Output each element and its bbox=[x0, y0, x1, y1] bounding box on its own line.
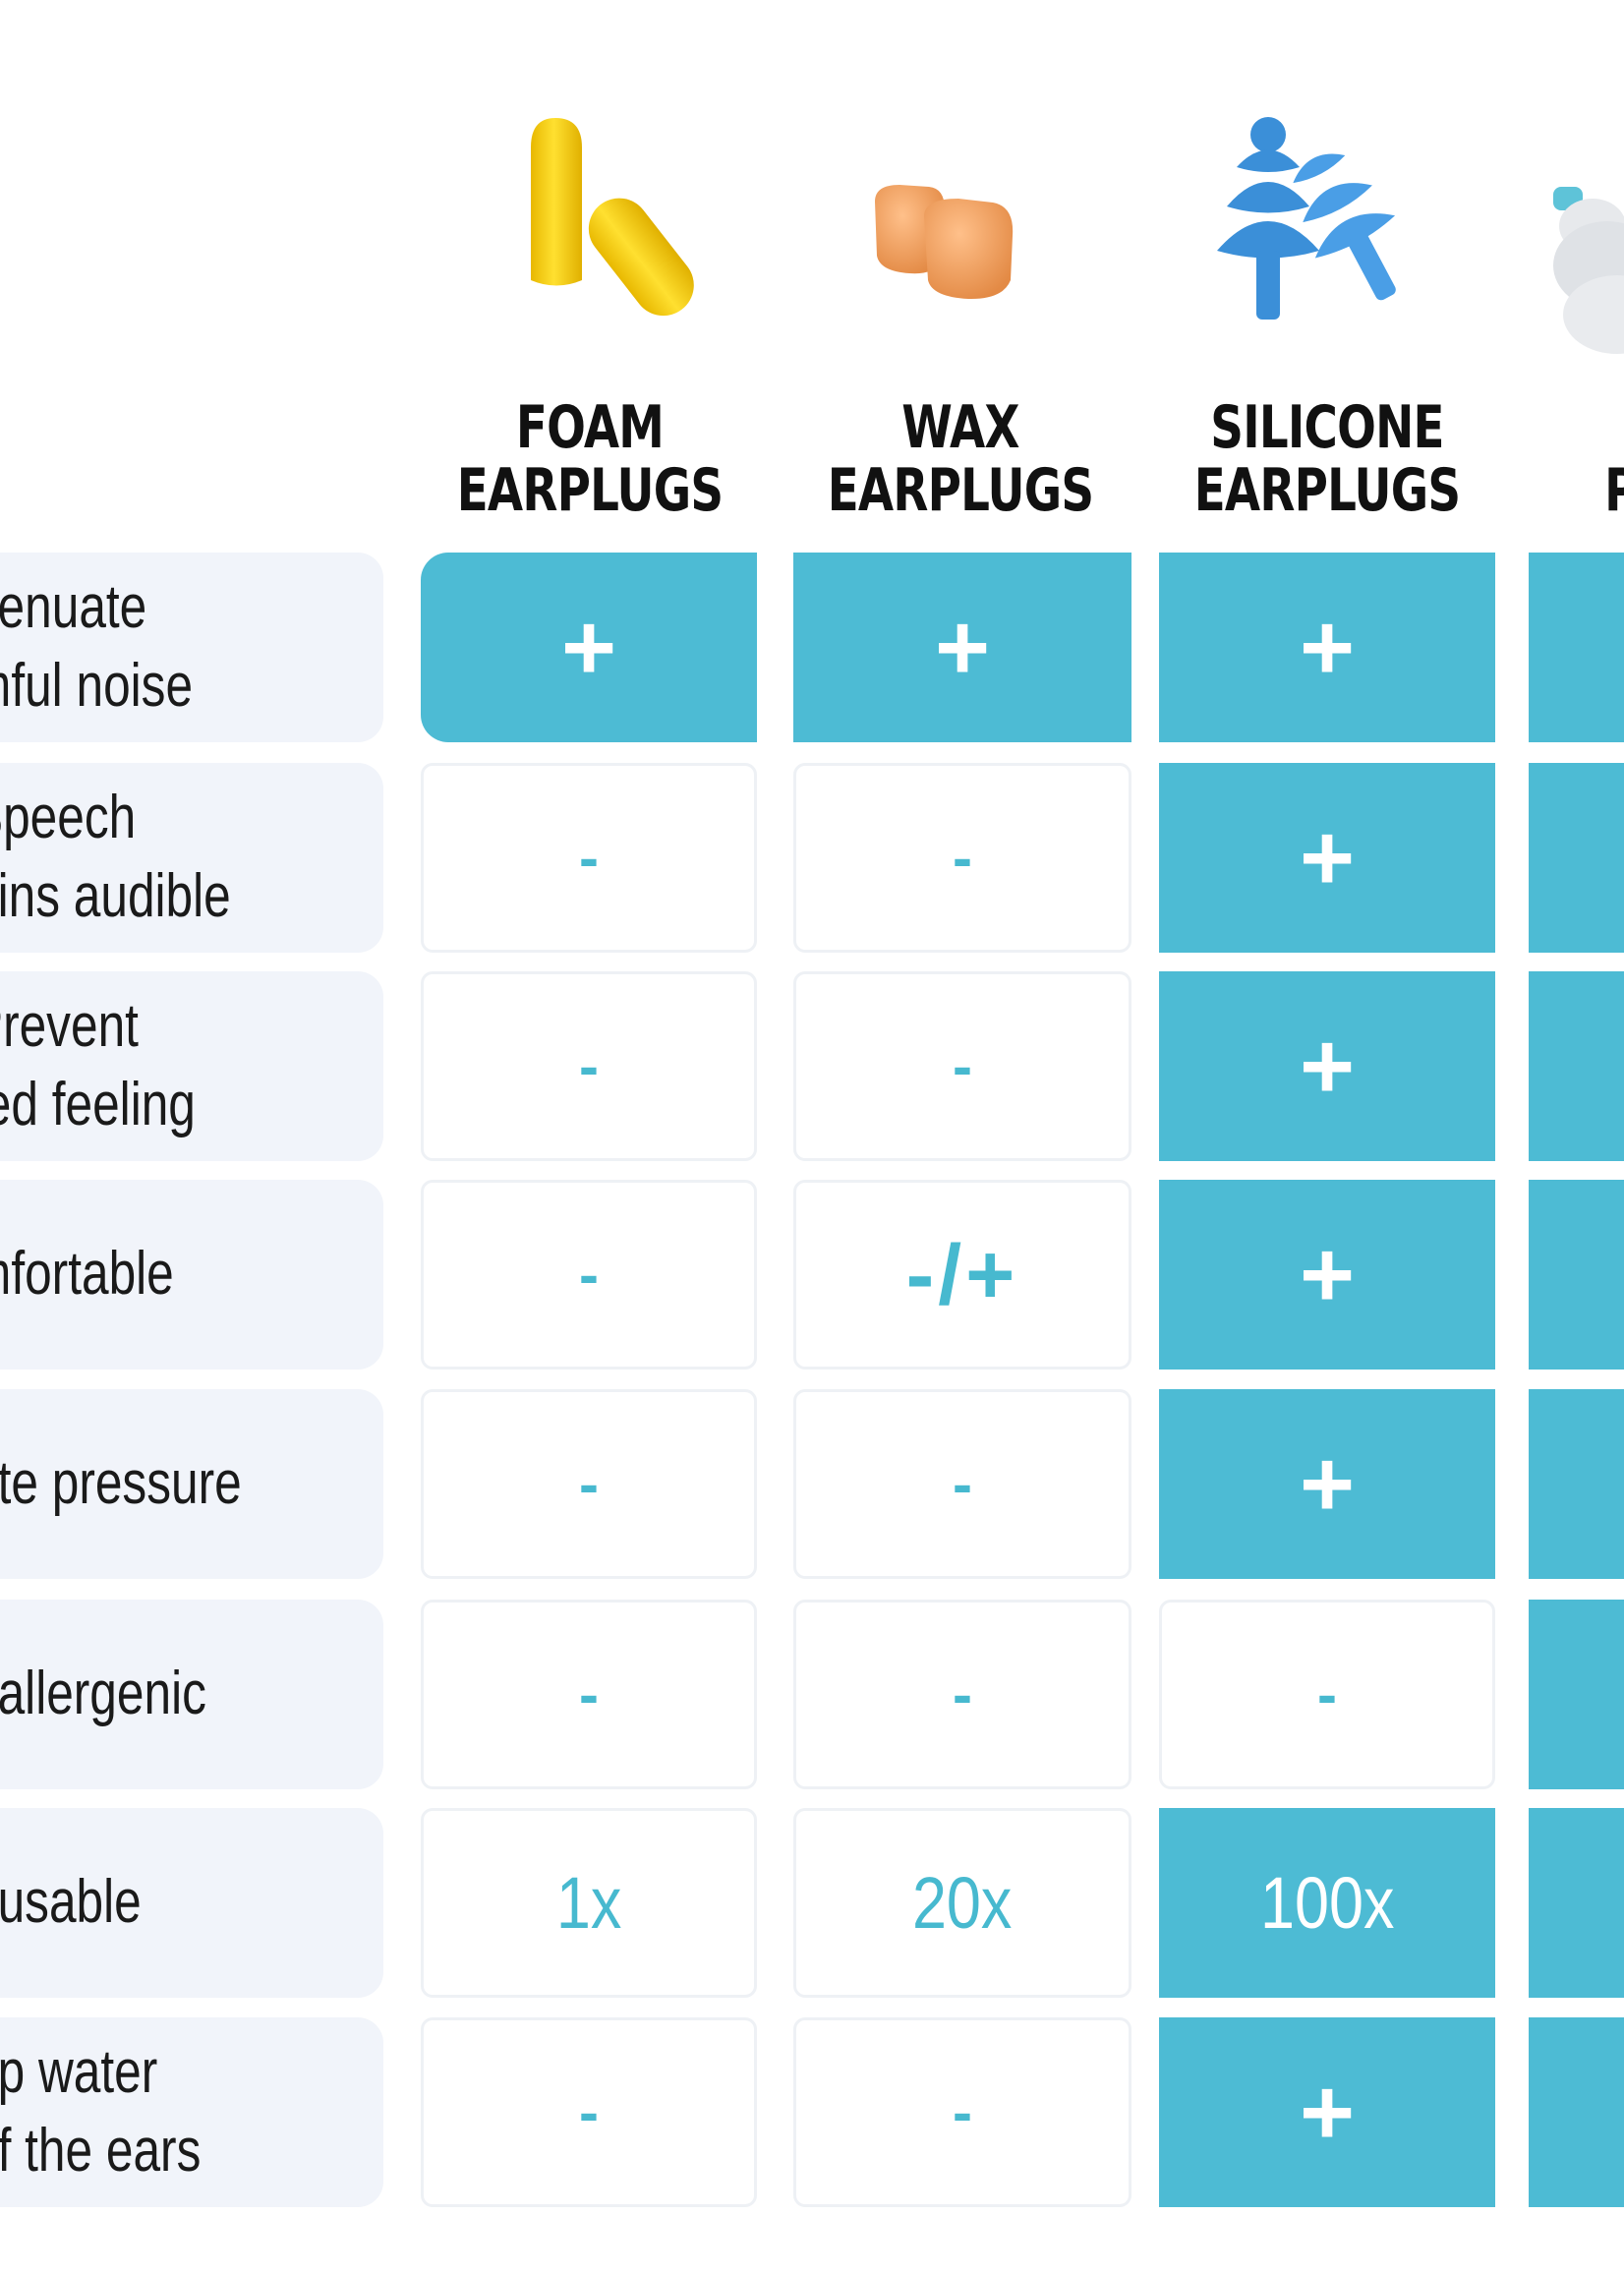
row-label-line1: mfortable bbox=[0, 1240, 174, 1308]
cell-partial bbox=[1529, 553, 1624, 742]
cell-foam: - bbox=[421, 1600, 757, 1789]
cell-foam: - bbox=[421, 1389, 757, 1579]
row-label: oallergenic bbox=[0, 1600, 383, 1789]
minus-mark: - bbox=[1317, 1661, 1337, 1727]
column-title-line1: SILICONE bbox=[1210, 393, 1444, 462]
cell-partial bbox=[1529, 2017, 1624, 2207]
cell-partial bbox=[1529, 763, 1624, 953]
cell-silicone: + bbox=[1159, 763, 1495, 953]
row-label-line2: of the ears bbox=[0, 2117, 202, 2185]
row-label-line2: ains audible bbox=[0, 862, 231, 930]
minus-mark: - bbox=[953, 1661, 972, 1727]
cell-foam: + bbox=[421, 553, 757, 742]
cell-foam: - bbox=[421, 2017, 757, 2207]
cell-silicone: 100x bbox=[1159, 1808, 1495, 1998]
wax-earplugs-image bbox=[875, 185, 1014, 300]
minus-mark: - bbox=[953, 2078, 972, 2145]
cell-silicone: + bbox=[1159, 2017, 1495, 2207]
cell-foam: - bbox=[421, 971, 757, 1161]
count-value: 20x bbox=[912, 1861, 1013, 1944]
cell-foam: - bbox=[421, 1180, 757, 1370]
row-label: Speech ains audible bbox=[0, 763, 383, 953]
cell-wax: - bbox=[793, 763, 1131, 953]
cell-partial bbox=[1529, 1180, 1624, 1370]
white-earplugs-image bbox=[1553, 187, 1624, 354]
row-label: ep water of the ears bbox=[0, 2017, 383, 2207]
column-header-partial: A PLUG bbox=[1502, 396, 1624, 522]
plus-mark: + bbox=[1299, 1013, 1356, 1119]
cell-foam: - bbox=[421, 763, 757, 953]
minus-mark: - bbox=[579, 1450, 599, 1517]
minus-mark: - bbox=[953, 1032, 972, 1099]
count-value: 100x bbox=[1259, 1861, 1395, 1944]
row-label-line1: ttenuate bbox=[0, 573, 147, 641]
foam-earplugs-image bbox=[531, 118, 694, 317]
row-label-line2: mful noise bbox=[0, 652, 194, 720]
cell-silicone: + bbox=[1159, 1389, 1495, 1579]
plus-mark: + bbox=[1299, 2059, 1356, 2165]
cell-silicone: + bbox=[1159, 971, 1495, 1161]
minus-mark: - bbox=[579, 1241, 599, 1308]
minus-mark: - bbox=[579, 824, 599, 891]
cell-foam: 1x bbox=[421, 1808, 757, 1998]
cell-wax: - bbox=[793, 971, 1131, 1161]
row-label-line1: oallergenic bbox=[0, 1660, 206, 1727]
row-label-line2: ted feeling bbox=[0, 1071, 196, 1138]
minus-mark: - bbox=[953, 824, 972, 891]
cell-partial bbox=[1529, 1600, 1624, 1789]
minus-mark: - bbox=[953, 1450, 972, 1517]
row-label-line1: Speech bbox=[0, 784, 137, 851]
cell-silicone: - bbox=[1159, 1600, 1495, 1789]
row-label: ttenuate mful noise bbox=[0, 553, 383, 742]
row-label-line1: ep water bbox=[0, 2038, 158, 2106]
row-label-line1: ate pressure bbox=[0, 1449, 242, 1517]
cell-wax: - bbox=[793, 2017, 1131, 2207]
plus-mark: + bbox=[560, 594, 617, 700]
cell-wax: - bbox=[793, 1389, 1131, 1579]
column-title-line1: WAX bbox=[901, 393, 1019, 462]
column-title-line2: PLUG bbox=[1502, 459, 1624, 522]
cell-silicone: + bbox=[1159, 553, 1495, 742]
column-title-line2: EARPLUGS bbox=[456, 456, 724, 525]
silicone-earplugs-image bbox=[1217, 117, 1396, 320]
cell-partial bbox=[1529, 971, 1624, 1161]
column-title-line2: EARPLUGS bbox=[827, 456, 1094, 525]
row-label-line1: eusable bbox=[0, 1868, 142, 1936]
mixed-mark: -/+ bbox=[905, 1227, 1019, 1322]
plus-mark: + bbox=[1299, 804, 1356, 910]
cell-wax: - bbox=[793, 1600, 1131, 1789]
row-label-line1: Prevent bbox=[0, 992, 139, 1060]
cell-wax: -/+ bbox=[793, 1180, 1131, 1370]
column-title-line2: EARPLUGS bbox=[1193, 456, 1461, 525]
count-value: 1x bbox=[555, 1861, 622, 1944]
cell-partial bbox=[1529, 1808, 1624, 1998]
minus-mark: - bbox=[579, 1032, 599, 1099]
row-label: mfortable bbox=[0, 1180, 383, 1370]
column-title-line1: FOAM bbox=[515, 393, 665, 462]
row-label: Prevent ted feeling bbox=[0, 971, 383, 1161]
minus-mark: - bbox=[579, 1661, 599, 1727]
plus-mark: + bbox=[934, 594, 991, 700]
plus-mark: + bbox=[1299, 594, 1356, 700]
plus-mark: + bbox=[1299, 1430, 1356, 1537]
column-header-silicone: SILICONE EARPLUGS bbox=[1158, 396, 1495, 522]
minus-mark: - bbox=[579, 2078, 599, 2145]
row-label: ate pressure bbox=[0, 1389, 383, 1579]
cell-wax: 20x bbox=[793, 1808, 1131, 1998]
column-header-foam: FOAM EARPLUGS bbox=[421, 396, 758, 522]
column-header-wax: WAX EARPLUGS bbox=[791, 396, 1129, 522]
cell-partial bbox=[1529, 1389, 1624, 1579]
cell-silicone: + bbox=[1159, 1180, 1495, 1370]
column-title-line1: A bbox=[1502, 396, 1624, 459]
cell-wax: + bbox=[793, 553, 1131, 742]
row-label: eusable bbox=[0, 1808, 383, 1998]
plus-mark: + bbox=[1299, 1221, 1356, 1327]
